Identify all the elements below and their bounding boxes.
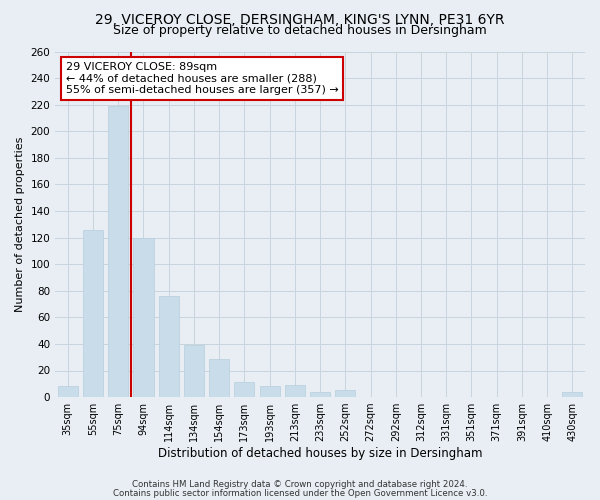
Bar: [562, 392, 583, 397]
Bar: [260, 386, 280, 397]
Bar: [108, 106, 128, 397]
Text: Contains public sector information licensed under the Open Government Licence v3: Contains public sector information licen…: [113, 488, 487, 498]
Text: Size of property relative to detached houses in Dersingham: Size of property relative to detached ho…: [113, 24, 487, 37]
Bar: [235, 382, 254, 397]
Text: Contains HM Land Registry data © Crown copyright and database right 2024.: Contains HM Land Registry data © Crown c…: [132, 480, 468, 489]
Bar: [83, 230, 103, 397]
Text: 29 VICEROY CLOSE: 89sqm
← 44% of detached houses are smaller (288)
55% of semi-d: 29 VICEROY CLOSE: 89sqm ← 44% of detache…: [66, 62, 338, 95]
Bar: [58, 386, 78, 397]
Bar: [335, 390, 355, 397]
Text: 29, VICEROY CLOSE, DERSINGHAM, KING'S LYNN, PE31 6YR: 29, VICEROY CLOSE, DERSINGHAM, KING'S LY…: [95, 12, 505, 26]
X-axis label: Distribution of detached houses by size in Dersingham: Distribution of detached houses by size …: [158, 447, 482, 460]
Bar: [285, 385, 305, 397]
Bar: [209, 358, 229, 397]
Bar: [310, 392, 330, 397]
Bar: [184, 345, 204, 397]
Bar: [133, 238, 154, 397]
Bar: [158, 296, 179, 397]
Y-axis label: Number of detached properties: Number of detached properties: [15, 136, 25, 312]
